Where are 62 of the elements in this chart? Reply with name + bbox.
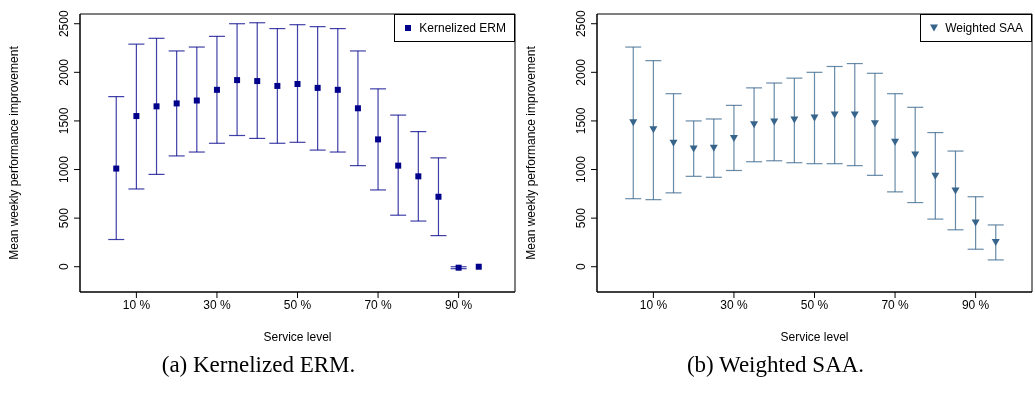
y-tick-label: 2000 <box>57 58 71 86</box>
point <box>354 105 361 112</box>
y-tick-label: 1500 <box>574 107 588 135</box>
y-tick-label: 500 <box>574 207 588 229</box>
point <box>234 77 241 84</box>
point <box>213 86 220 93</box>
y-tick-label: 1000 <box>57 155 71 183</box>
point <box>649 126 658 134</box>
point <box>294 80 301 87</box>
point <box>435 193 442 200</box>
y-tick-label: 0 <box>57 263 71 271</box>
point <box>173 100 180 107</box>
x-tick-label: 90 % <box>961 297 990 312</box>
y-tick-label: 1500 <box>57 107 71 135</box>
point <box>153 103 160 110</box>
y-tick-label: 2500 <box>57 10 71 38</box>
point <box>729 134 738 142</box>
point <box>790 116 799 124</box>
y-axis-title: Mean weekly performance improvement <box>524 45 539 260</box>
y-tick-label: 500 <box>57 207 71 229</box>
x-axis-title: Service level <box>263 330 332 344</box>
legend-label: Kernelized ERM <box>419 21 506 35</box>
point <box>931 172 940 180</box>
y-tick-label: 2500 <box>574 10 588 38</box>
point <box>911 151 920 159</box>
point <box>133 113 140 120</box>
y-tick-label: 2000 <box>574 58 588 86</box>
point <box>375 136 382 143</box>
point <box>669 139 678 147</box>
y-tick-label: 0 <box>574 263 588 271</box>
point <box>770 118 779 126</box>
point <box>951 187 960 195</box>
x-tick-label: 10 % <box>639 297 668 312</box>
x-tick-label: 50 % <box>283 297 312 312</box>
point <box>395 162 402 169</box>
point <box>314 84 321 91</box>
x-tick-label: 70 % <box>881 297 910 312</box>
x-tick-label: 30 % <box>203 297 231 312</box>
point <box>274 82 281 89</box>
x-tick-label: 90 % <box>444 297 473 312</box>
point <box>870 120 879 128</box>
legend-label: Weighted SAA <box>945 21 1023 35</box>
x-tick-label: 10 % <box>122 297 151 312</box>
point <box>629 119 638 127</box>
point <box>334 86 341 93</box>
point <box>113 165 120 172</box>
point <box>475 263 482 270</box>
y-tick-label: 1000 <box>574 155 588 183</box>
point <box>891 138 900 146</box>
x-tick-label: 30 % <box>720 297 748 312</box>
point <box>750 121 759 129</box>
point <box>193 97 200 104</box>
x-tick-label: 50 % <box>800 297 829 312</box>
point <box>971 219 980 227</box>
x-axis-title: Service level <box>780 330 849 344</box>
text: (b) Weighted SAA. <box>685 352 866 378</box>
point <box>991 238 1000 246</box>
text: (a) Kernelized ERM. <box>160 352 357 378</box>
point <box>415 173 422 180</box>
y-axis-title: Mean weekly performance improvement <box>7 45 22 260</box>
point <box>254 78 261 85</box>
x-tick-label: 70 % <box>364 297 393 312</box>
